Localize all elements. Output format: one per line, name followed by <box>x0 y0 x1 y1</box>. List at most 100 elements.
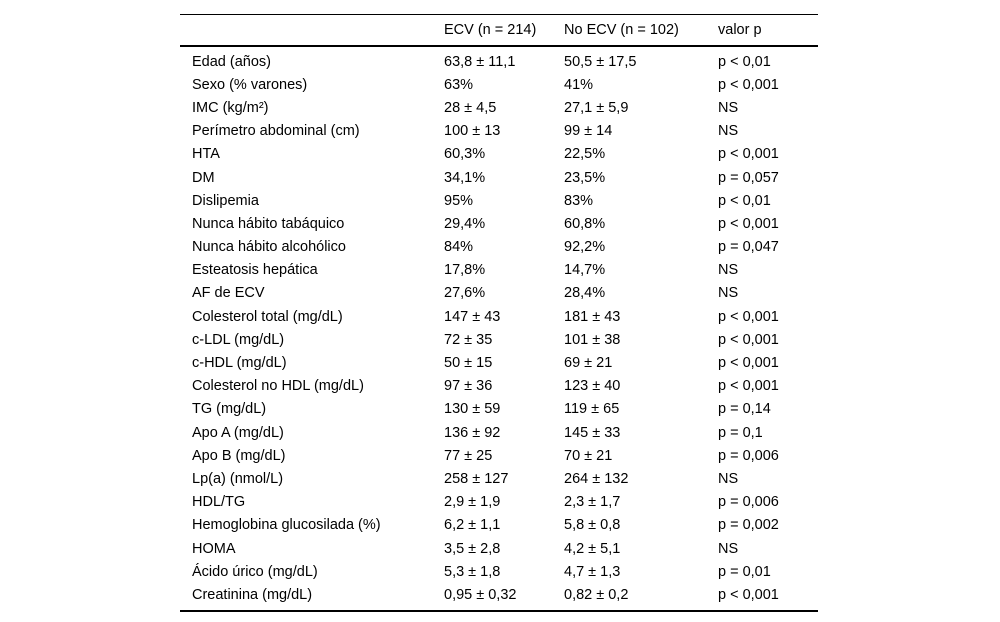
row-value-p: NS <box>718 123 739 140</box>
row-value-ecv: 130 ± 59 <box>444 401 501 418</box>
row-value-p: p < 0,001 <box>718 355 779 372</box>
row-label: Colesterol total (mg/dL) <box>192 308 343 325</box>
row-value-ecv: 258 ± 127 <box>444 470 509 487</box>
table-row: HDL/TG 2,9 ± 1,9 2,3 ± 1,7 p = 0,006 <box>180 491 818 514</box>
row-label: HDL/TG <box>192 494 246 511</box>
results-table: ECV (n = 214) No ECV (n = 102) valor p E… <box>180 14 818 612</box>
row-label: HOMA <box>192 540 236 557</box>
table-row: Nunca hábito alcohólico 84% 92,2% p = 0,047 <box>180 236 818 259</box>
row-value-p: NS <box>718 540 739 557</box>
row-value-p: p < 0,001 <box>718 76 779 93</box>
row-value-p: p = 0,1 <box>718 424 763 441</box>
row-value-ecv: 72 ± 35 <box>444 331 493 348</box>
row-value-p: p = 0,057 <box>718 169 779 186</box>
row-value-ecv: 5,3 ± 1,8 <box>444 563 501 580</box>
header-variable <box>180 14 444 47</box>
row-value-p: NS <box>718 285 739 302</box>
row-value-ecv: 63% <box>444 76 474 93</box>
row-label: Creatinina (mg/dL) <box>192 586 313 603</box>
row-value-ecv: 3,5 ± 2,8 <box>444 540 501 557</box>
row-value-p: p < 0,001 <box>718 308 779 325</box>
header-valor-p: valor p <box>718 14 818 47</box>
row-value-p: p < 0,01 <box>718 192 771 209</box>
row-label: AF de ECV <box>192 285 265 302</box>
table-header: ECV (n = 214) No ECV (n = 102) valor p <box>180 14 818 47</box>
row-value-ecv: 136 ± 92 <box>444 424 501 441</box>
row-label: Sexo (% varones) <box>192 76 308 93</box>
table-row: DM 34,1% 23,5% p = 0,057 <box>180 166 818 189</box>
row-value-no-ecv: 99 ± 14 <box>564 123 613 140</box>
row-value-ecv: 50 ± 15 <box>444 355 493 372</box>
table-row: Esteatosis hepática 17,8% 14,7% NS <box>180 259 818 282</box>
table-row: IMC (kg/m²) 28 ± 4,5 27,1 ± 5,9 NS <box>180 96 818 119</box>
row-value-no-ecv: 145 ± 33 <box>564 424 621 441</box>
table-row: Colesterol total (mg/dL) 147 ± 43 181 ± 43… <box>180 305 818 328</box>
row-value-ecv: 27,6% <box>444 285 486 302</box>
row-value-p: NS <box>718 99 739 116</box>
table-body: Edad (años) 63,8 ± 11,1 50,5 ± 17,5 p < 0,0… <box>180 46 818 611</box>
row-value-no-ecv: 14,7% <box>564 262 606 279</box>
table-row: Perímetro abdominal (cm) 100 ± 13 99 ± 14 N… <box>180 120 818 143</box>
row-value-ecv: 0,95 ± 0,32 <box>444 586 517 603</box>
row-value-p: p < 0,01 <box>718 53 771 70</box>
row-value-p: p < 0,001 <box>718 586 779 603</box>
row-value-no-ecv: 28,4% <box>564 285 606 302</box>
row-label: TG (mg/dL) <box>192 401 267 418</box>
row-value-ecv: 60,3% <box>444 146 486 163</box>
row-value-ecv: 63,8 ± 11,1 <box>444 53 516 70</box>
row-label: Lp(a) (nmol/L) <box>192 470 284 487</box>
row-label: Nunca hábito alcohólico <box>192 239 346 256</box>
row-label: Hemoglobina glucosilada (%) <box>192 517 381 534</box>
row-value-p: p < 0,001 <box>718 331 779 348</box>
row-value-ecv: 2,9 ± 1,9 <box>444 494 501 511</box>
row-value-ecv: 6,2 ± 1,1 <box>444 517 501 534</box>
row-value-no-ecv: 69 ± 21 <box>564 355 613 372</box>
row-value-ecv: 17,8% <box>444 262 486 279</box>
row-value-no-ecv: 5,8 ± 0,8 <box>564 517 621 534</box>
row-value-ecv: 147 ± 43 <box>444 308 501 325</box>
row-value-no-ecv: 4,7 ± 1,3 <box>564 563 621 580</box>
table-row: Apo B (mg/dL) 77 ± 25 70 ± 21 p = 0,006 <box>180 444 818 467</box>
row-value-p: NS <box>718 262 739 279</box>
table-row: HOMA 3,5 ± 2,8 4,2 ± 5,1 NS <box>180 537 818 560</box>
row-value-no-ecv: 70 ± 21 <box>564 447 613 464</box>
row-value-no-ecv: 0,82 ± 0,2 <box>564 586 629 603</box>
table-row: TG (mg/dL) 130 ± 59 119 ± 65 p = 0,14 <box>180 398 818 421</box>
row-value-p: p = 0,006 <box>718 447 779 464</box>
row-value-no-ecv: 264 ± 132 <box>564 470 629 487</box>
row-value-no-ecv: 83% <box>564 192 594 209</box>
row-label: Apo B (mg/dL) <box>192 447 286 464</box>
row-value-no-ecv: 2,3 ± 1,7 <box>564 494 621 511</box>
row-value-p: p = 0,006 <box>718 494 779 511</box>
header-row: ECV (n = 214) No ECV (n = 102) valor p <box>180 14 818 47</box>
row-value-p: p = 0,14 <box>718 401 771 418</box>
row-value-p: p < 0,001 <box>718 378 779 395</box>
row-label: HTA <box>192 146 220 163</box>
row-value-no-ecv: 60,8% <box>564 215 606 232</box>
row-label: Dislipemia <box>192 192 259 209</box>
row-label: Apo A (mg/dL) <box>192 424 284 441</box>
table-row: Apo A (mg/dL) 136 ± 92 145 ± 33 p = 0,1 <box>180 421 818 444</box>
row-label: c-LDL (mg/dL) <box>192 331 285 348</box>
table-row: Hemoglobina glucosilada (%) 6,2 ± 1,1 5,8 … <box>180 514 818 537</box>
table-row: Lp(a) (nmol/L) 258 ± 127 264 ± 132 NS <box>180 467 818 490</box>
row-value-p: p = 0,01 <box>718 563 771 580</box>
row-value-ecv: 100 ± 13 <box>444 123 501 140</box>
table-row: c-LDL (mg/dL) 72 ± 35 101 ± 38 p < 0,001 <box>180 328 818 351</box>
row-value-ecv: 97 ± 36 <box>444 378 493 395</box>
row-label: Perímetro abdominal (cm) <box>192 123 360 140</box>
row-value-p: p < 0,001 <box>718 215 779 232</box>
row-value-no-ecv: 101 ± 38 <box>564 331 621 348</box>
table-row: Ácido úrico (mg/dL) 5,3 ± 1,8 4,7 ± 1,3 p =… <box>180 560 818 583</box>
row-value-ecv: 84% <box>444 239 474 256</box>
row-value-no-ecv: 123 ± 40 <box>564 378 621 395</box>
row-label: Ácido úrico (mg/dL) <box>192 563 318 580</box>
row-label: DM <box>192 169 215 186</box>
row-value-no-ecv: 92,2% <box>564 239 606 256</box>
row-label: IMC (kg/m²) <box>192 99 269 116</box>
row-value-p: NS <box>718 470 739 487</box>
table-row: c-HDL (mg/dL) 50 ± 15 69 ± 21 p < 0,001 <box>180 351 818 374</box>
row-value-p: p < 0,001 <box>718 146 779 163</box>
row-value-no-ecv: 181 ± 43 <box>564 308 621 325</box>
